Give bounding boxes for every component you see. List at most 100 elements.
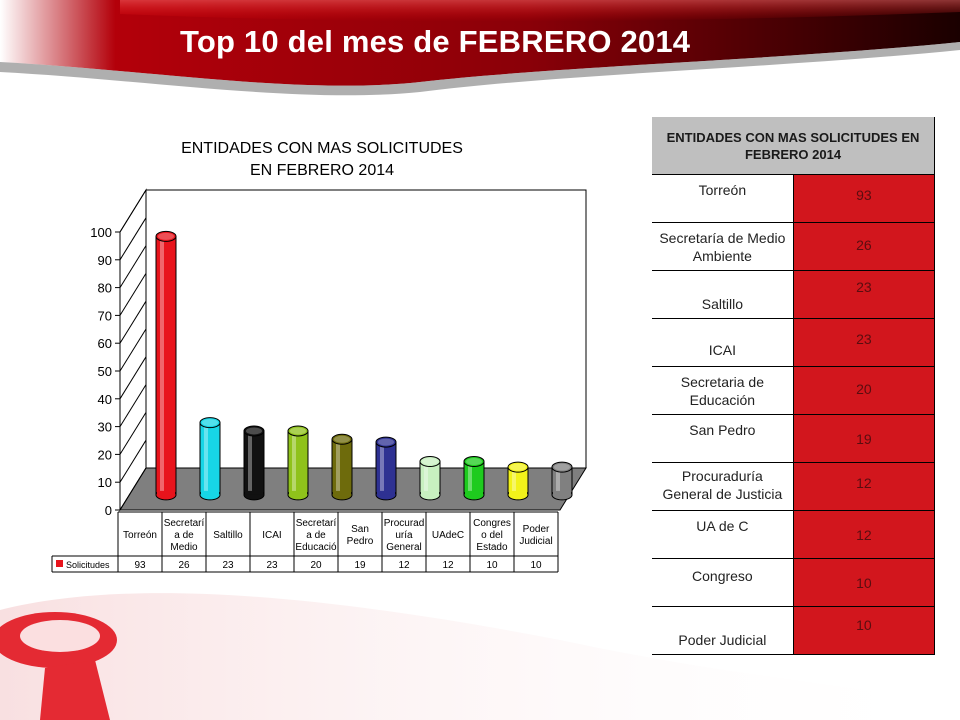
entity-value: 23 — [856, 331, 872, 347]
y-tick-label: 60 — [98, 336, 112, 351]
table-cell-entity: Torreón — [652, 174, 794, 223]
table-cell-value: 10 — [793, 558, 936, 607]
table-row: Poder Judicial 10 — [652, 606, 936, 655]
data-value-label: 10 — [486, 560, 498, 571]
y-axis: 0 10 20 30 40 50 60 70 80 90 100 — [90, 189, 147, 518]
entity-value: 93 — [856, 187, 872, 203]
bar-top-shine — [422, 458, 438, 466]
data-value-label: 23 — [222, 560, 234, 571]
bar-top-shine — [378, 438, 394, 446]
bar-top-shine — [554, 463, 570, 471]
bar-top-shine — [246, 427, 262, 435]
bar-top — [331, 433, 353, 445]
bar-highlight — [160, 240, 164, 491]
y-tick-depth — [119, 217, 147, 261]
bar-top-shine — [290, 427, 306, 435]
bar-highlight — [556, 471, 560, 491]
entity-name: Congreso — [692, 568, 753, 584]
x-category-label: San — [351, 524, 369, 535]
data-value-label: 12 — [442, 560, 454, 571]
y-tick-depth — [119, 467, 147, 511]
entity-value: 23 — [856, 279, 872, 295]
bar-fill — [377, 442, 395, 495]
table-row: San Pedro 19 — [652, 414, 936, 463]
x-category-label: Secretarí — [164, 518, 205, 529]
table-cell-entity: UA de C — [652, 510, 794, 559]
bar — [287, 425, 309, 501]
entity-name: San Pedro — [689, 422, 756, 438]
x-category-label: Saltillo — [213, 530, 243, 541]
bar — [463, 456, 485, 501]
table-cell-entity: ICAI — [652, 318, 794, 367]
bar-top — [551, 461, 573, 473]
y-tick-depth — [119, 384, 147, 427]
bar — [375, 436, 397, 501]
y-tick-depth — [119, 356, 147, 400]
data-value-label: 23 — [266, 560, 278, 571]
bar-top-shine — [202, 419, 218, 427]
bar-top — [199, 417, 221, 429]
table-cell-entity: Secretaría de Medio Ambiente — [652, 222, 794, 271]
bar-top — [419, 456, 441, 468]
entity-name: ICAI — [708, 342, 736, 358]
x-category-label: a de — [306, 530, 326, 541]
table-row: Secretaria de Educación 20 — [652, 366, 936, 415]
y-tick-label: 70 — [98, 308, 112, 323]
bar-fill — [465, 461, 483, 495]
y-tick-depth — [119, 189, 147, 233]
x-category-label: UAdeC — [432, 530, 464, 541]
chart-title-line2: EN FEBRERO 2014 — [250, 162, 394, 179]
entity-value: 20 — [856, 381, 872, 397]
x-category-label: uría — [395, 530, 413, 541]
bar-highlight — [380, 446, 384, 491]
bar-top — [463, 456, 485, 468]
bar-top-shine — [334, 435, 350, 443]
table-row: Procuraduría General de Justicia 12 — [652, 462, 936, 511]
data-value-label: 93 — [134, 560, 146, 571]
table-cell-entity: Procuraduría General de Justicia — [652, 462, 794, 511]
bar-top-shine — [158, 232, 174, 240]
header-banner — [0, 0, 960, 96]
bar-fill — [289, 430, 307, 495]
table-cell-value: 23 — [793, 270, 936, 319]
y-tick-label: 90 — [98, 253, 112, 268]
bar — [419, 456, 441, 501]
bar-fill — [157, 236, 175, 495]
x-category-label: General — [386, 542, 422, 553]
y-tick-label: 20 — [98, 447, 112, 462]
bar-fill — [553, 467, 571, 495]
bar-top — [375, 436, 397, 448]
bar-series — [155, 230, 573, 501]
entity-value: 26 — [856, 237, 872, 253]
bar-highlight — [336, 443, 340, 491]
bar-highlight — [468, 465, 472, 491]
x-category-label: Medio — [170, 542, 198, 553]
y-tick-depth — [119, 245, 147, 288]
bar-highlight — [292, 434, 296, 491]
bar-top — [155, 230, 177, 242]
y-tick-label: 50 — [98, 364, 112, 379]
x-category-label: ICAI — [262, 530, 281, 541]
y-tick-depth — [119, 412, 147, 455]
table-row: Congreso 10 — [652, 558, 936, 607]
table-row: Torreón 93 — [652, 174, 936, 223]
data-value-label: 10 — [530, 560, 542, 571]
data-value-label: 19 — [354, 560, 366, 571]
bar-fill — [245, 430, 263, 495]
data-value-label: 26 — [178, 560, 190, 571]
x-category-label: Pedro — [347, 536, 374, 547]
y-tick-label: 40 — [98, 392, 112, 407]
x-category-label: Estado — [476, 542, 508, 553]
bar-highlight — [512, 471, 516, 491]
bar — [199, 417, 221, 501]
entity-name: Procuraduría General de Justicia — [662, 468, 783, 502]
table-cell-value: 10 — [793, 606, 936, 655]
x-category-label: Judicial — [519, 536, 552, 547]
x-category-label: Procurad — [384, 518, 425, 529]
x-category-label: Educació — [295, 542, 337, 553]
table-cell-value: 19 — [793, 414, 936, 463]
logo-decoration — [0, 593, 960, 720]
table-cell-value: 93 — [793, 174, 936, 223]
slide-title: Top 10 del mes de FEBRERO 2014 — [180, 24, 691, 59]
